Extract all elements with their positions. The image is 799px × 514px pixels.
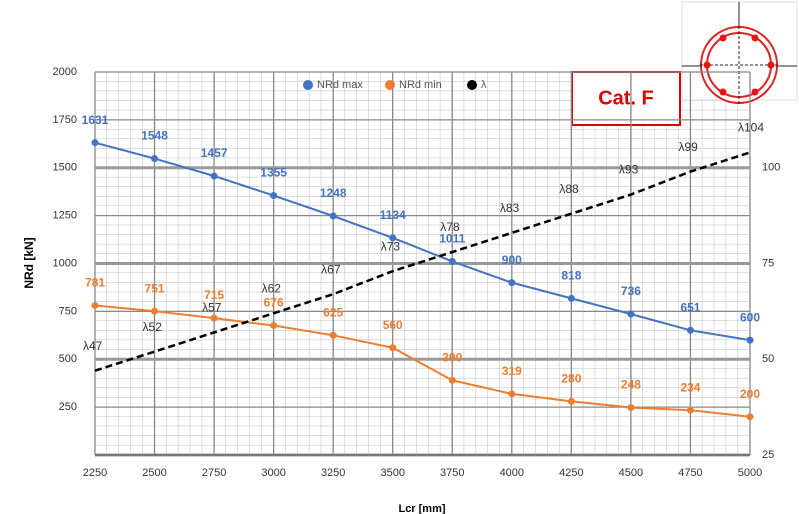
- point: [448, 376, 456, 384]
- point: [270, 192, 278, 200]
- x-tick-label: 4500: [619, 467, 643, 479]
- x-tick-label: 3250: [321, 467, 345, 479]
- y-tick-label: 1250: [53, 210, 77, 222]
- data-label: 751: [145, 281, 165, 295]
- data-label: λ67: [321, 262, 341, 276]
- data-label: λ93: [619, 163, 639, 177]
- legend-label: NRd min: [399, 79, 442, 91]
- data-label: 319: [502, 364, 522, 378]
- point: [627, 310, 635, 318]
- point: [567, 397, 575, 405]
- point: [151, 155, 159, 163]
- data-label: 560: [383, 318, 403, 332]
- data-label: 390: [442, 350, 462, 364]
- y-tick-label: 250: [59, 401, 77, 413]
- data-label: λ47: [83, 339, 103, 353]
- data-label: 736: [621, 284, 641, 298]
- x-tick-label: 2250: [83, 467, 107, 479]
- series-line: [94, 304, 751, 418]
- data-label: 651: [680, 301, 700, 315]
- point: [210, 172, 218, 180]
- legend-marker: [467, 80, 477, 90]
- legend-marker: [385, 80, 395, 90]
- data-label: 1631: [82, 113, 109, 127]
- y2-tick-label: 50: [762, 353, 774, 365]
- x-tick-label: 3000: [261, 467, 285, 479]
- legend-marker: [303, 80, 313, 90]
- point: [686, 326, 694, 334]
- data-label: 818: [561, 269, 581, 283]
- point: [627, 404, 635, 412]
- data-label: 248: [621, 378, 641, 392]
- data-label: λ99: [678, 140, 698, 154]
- data-label: 1548: [141, 129, 168, 143]
- data-label: λ78: [440, 220, 460, 234]
- data-label: 1134: [380, 208, 406, 222]
- data-label: λ104: [738, 121, 764, 135]
- y2-tick-label: 25: [762, 449, 774, 461]
- data-label: 781: [85, 276, 105, 290]
- point: [746, 413, 754, 421]
- x-tick-label: 2750: [202, 467, 226, 479]
- data-label: λ62: [262, 281, 282, 295]
- point: [151, 307, 159, 315]
- annotation: Cat. F: [598, 87, 654, 109]
- data-label: 625: [323, 305, 343, 319]
- point: [508, 279, 516, 287]
- y-tick-label: 750: [59, 305, 77, 317]
- point: [746, 336, 754, 344]
- legend-label: λ: [481, 79, 487, 91]
- legend-label: NRd max: [317, 79, 363, 91]
- section-icon: [681, 1, 798, 104]
- point: [389, 234, 397, 242]
- y-tick-label: 1750: [53, 114, 77, 126]
- x-tick-label: 4000: [500, 467, 524, 479]
- point: [448, 257, 456, 265]
- x-tick-label: 3750: [440, 467, 464, 479]
- data-label: λ52: [143, 320, 163, 334]
- series-line: [94, 151, 751, 372]
- point: [210, 314, 218, 322]
- x-tick-label: 4750: [678, 467, 702, 479]
- data-label: 1355: [260, 166, 287, 180]
- point: [91, 301, 99, 309]
- data-label: 1248: [320, 186, 347, 200]
- x-tick-label: 3500: [380, 467, 404, 479]
- data-label: 1011: [439, 232, 465, 246]
- point: [389, 344, 397, 352]
- y-tick-label: 1500: [53, 162, 77, 174]
- x-tick-label: 5000: [738, 467, 762, 479]
- point: [567, 294, 575, 302]
- data-label: 715: [204, 288, 224, 302]
- data-label: 280: [561, 372, 581, 386]
- data-label: λ57: [202, 301, 222, 315]
- data-label: 600: [740, 310, 760, 324]
- series-line: [94, 141, 751, 342]
- x-axis-label: Lcr [mm]: [398, 503, 445, 514]
- data-label: λ73: [381, 239, 401, 253]
- data-label: 234: [680, 380, 700, 394]
- y-tick-label: 1000: [53, 257, 77, 269]
- point: [329, 331, 337, 339]
- y-tick-label: 2000: [53, 66, 77, 78]
- data-label: 1457: [201, 146, 228, 160]
- y2-tick-label: 75: [762, 257, 774, 269]
- data-label: λ83: [500, 201, 520, 215]
- x-tick-label: 2500: [142, 467, 166, 479]
- y-tick-label: 500: [59, 353, 77, 365]
- data-label: 200: [740, 387, 760, 401]
- data-label: 900: [502, 253, 522, 267]
- data-label: λ88: [559, 182, 579, 196]
- data-label: 676: [264, 296, 284, 310]
- y-axis-label: NRd [kN]: [22, 237, 36, 288]
- point: [91, 139, 99, 147]
- point: [686, 406, 694, 414]
- point: [270, 322, 278, 330]
- point: [329, 212, 337, 220]
- y2-tick-label: 100: [762, 162, 780, 174]
- point: [508, 390, 516, 398]
- x-tick-label: 4250: [559, 467, 583, 479]
